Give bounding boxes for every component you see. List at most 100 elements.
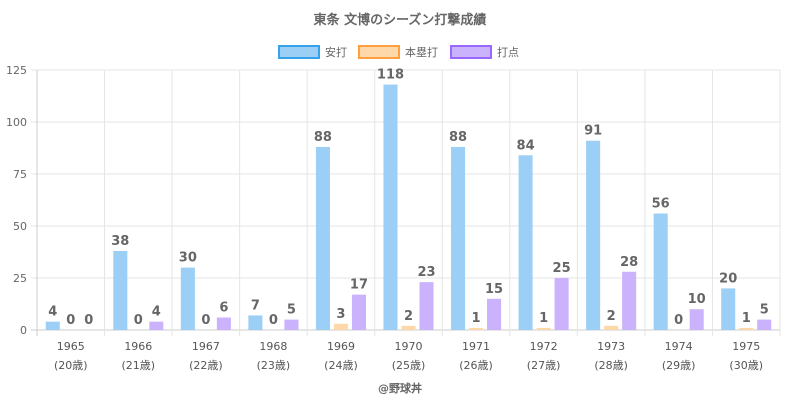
data-label: 88 bbox=[314, 130, 332, 145]
bar-rbi bbox=[284, 319, 299, 330]
credit-text: @野球丼 bbox=[378, 381, 422, 395]
x-tick-age-label: (30歳) bbox=[729, 359, 763, 372]
data-label: 7 bbox=[251, 298, 260, 313]
bar-hits bbox=[113, 250, 128, 330]
bar-rbi bbox=[216, 317, 231, 330]
legend-swatch[interactable] bbox=[358, 45, 400, 59]
x-tick-age-label: (28歳) bbox=[594, 359, 628, 372]
data-label: 118 bbox=[377, 68, 404, 83]
y-tick-label: 25 bbox=[13, 272, 27, 285]
bar-hits bbox=[383, 84, 398, 330]
y-axis: 0 25 50 75 100 125 bbox=[6, 64, 27, 337]
x-tick-label: 1970 bbox=[395, 340, 423, 353]
x-tick-label: 1968 bbox=[259, 340, 287, 353]
y-tick-label: 125 bbox=[6, 64, 27, 77]
data-label: 28 bbox=[620, 255, 638, 270]
data-label: 20 bbox=[719, 271, 737, 286]
data-label: 23 bbox=[417, 265, 435, 280]
data-label: 38 bbox=[111, 234, 129, 249]
data-label: 91 bbox=[584, 124, 602, 139]
bar-rbi bbox=[622, 271, 637, 330]
x-tick-label: 1972 bbox=[530, 340, 558, 353]
data-label: 0 bbox=[84, 313, 93, 328]
legend-label[interactable]: 打点 bbox=[497, 45, 519, 59]
x-tick-label: 1974 bbox=[665, 340, 693, 353]
x-axis: 1965 (20歳) 1966 (21歳) 1967 (22歳) 1968 (23歳) 1969… bbox=[54, 340, 763, 372]
data-label: 5 bbox=[760, 303, 769, 318]
bar-rbi bbox=[351, 294, 366, 330]
bar-rbi bbox=[149, 321, 164, 330]
data-label: 88 bbox=[449, 130, 467, 145]
y-tick-label: 50 bbox=[13, 220, 27, 233]
bar-hits bbox=[180, 267, 195, 330]
bar-rbi bbox=[487, 298, 502, 330]
y-tick-label: 0 bbox=[20, 324, 27, 337]
bar-rbi bbox=[419, 282, 434, 330]
data-label: 3 bbox=[336, 307, 345, 322]
data-label: 84 bbox=[517, 138, 535, 153]
data-label: 10 bbox=[688, 292, 706, 307]
data-label: 1 bbox=[539, 311, 548, 326]
data-label: 1 bbox=[742, 311, 751, 326]
x-tick-label: 1965 bbox=[57, 340, 85, 353]
x-tick-label: 1971 bbox=[462, 340, 490, 353]
bar-rbi bbox=[689, 309, 704, 330]
data-label: 4 bbox=[48, 305, 57, 320]
x-tick-label: 1966 bbox=[124, 340, 152, 353]
data-label: 0 bbox=[201, 313, 210, 328]
x-tick-age-label: (27歳) bbox=[527, 359, 561, 372]
legend-label[interactable]: 本塁打 bbox=[405, 45, 438, 59]
bar-hits bbox=[586, 140, 601, 330]
x-tick-label: 1975 bbox=[732, 340, 760, 353]
data-label: 0 bbox=[66, 313, 75, 328]
data-label: 6 bbox=[219, 301, 228, 316]
grid bbox=[31, 69, 781, 336]
data-label: 15 bbox=[485, 282, 503, 297]
x-tick-age-label: (29歳) bbox=[662, 359, 696, 372]
x-tick-age-label: (23歳) bbox=[257, 359, 291, 372]
bar-hits bbox=[653, 213, 668, 330]
bar-hits bbox=[45, 321, 60, 330]
bar-homeruns bbox=[469, 327, 484, 330]
data-label: 0 bbox=[674, 313, 683, 328]
data-label: 17 bbox=[350, 278, 368, 293]
data-label: 0 bbox=[269, 313, 278, 328]
legend: 安打 本塁打 打点 bbox=[278, 45, 519, 59]
bar-homeruns bbox=[604, 325, 619, 330]
bar-hits bbox=[451, 146, 466, 330]
legend-swatch[interactable] bbox=[450, 45, 492, 59]
data-label: 56 bbox=[652, 197, 670, 212]
bar-rbi bbox=[554, 278, 569, 330]
x-tick-label: 1969 bbox=[327, 340, 355, 353]
data-label: 0 bbox=[134, 313, 143, 328]
x-tick-age-label: (26歳) bbox=[459, 359, 493, 372]
bar-hits bbox=[248, 315, 263, 330]
x-tick-age-label: (20歳) bbox=[54, 359, 88, 372]
data-label: 1 bbox=[472, 311, 481, 326]
bars bbox=[45, 84, 772, 330]
legend-swatch[interactable] bbox=[278, 45, 320, 59]
chart-title: 東条 文博のシーズン打撃成績 bbox=[314, 12, 487, 28]
bar-hits bbox=[315, 146, 330, 330]
x-tick-age-label: (24歳) bbox=[324, 359, 358, 372]
y-tick-label: 100 bbox=[6, 116, 27, 129]
data-label: 2 bbox=[607, 309, 616, 324]
x-tick-age-label: (22歳) bbox=[189, 359, 223, 372]
x-tick-label: 1973 bbox=[597, 340, 625, 353]
bar-homeruns bbox=[536, 327, 551, 330]
bar-hits bbox=[518, 155, 533, 330]
data-label: 4 bbox=[152, 305, 161, 320]
x-tick-label: 1967 bbox=[192, 340, 220, 353]
bar-homeruns bbox=[333, 323, 348, 330]
bar-homeruns bbox=[401, 325, 416, 330]
x-tick-age-label: (25歳) bbox=[392, 359, 426, 372]
data-label: 25 bbox=[553, 261, 571, 276]
data-label: 30 bbox=[179, 251, 197, 266]
data-label: 5 bbox=[287, 303, 296, 318]
y-tick-label: 75 bbox=[13, 168, 27, 181]
x-tick-age-label: (21歳) bbox=[122, 359, 156, 372]
legend-label[interactable]: 安打 bbox=[325, 45, 347, 59]
